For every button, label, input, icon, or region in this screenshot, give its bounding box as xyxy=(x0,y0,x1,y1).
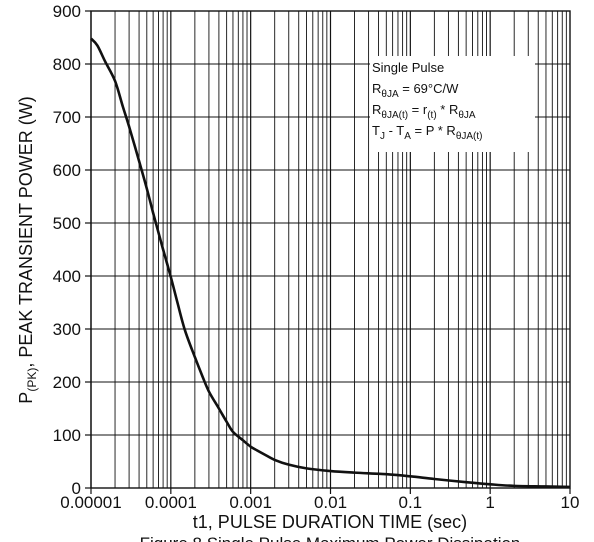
series-line xyxy=(90,37,571,489)
y-tick-label: 300 xyxy=(53,320,81,339)
x-tick-label: 0.01 xyxy=(314,493,347,512)
y-axis-title-prefix: P xyxy=(16,392,36,404)
x-tick-label: 1 xyxy=(485,493,494,512)
annotation-text: Single Pulse RθJA = 69°C/W RθJA(t) = r(t) … xyxy=(372,60,483,142)
x-tick-label: 0.00001 xyxy=(60,493,121,512)
annotation-segment: * R xyxy=(437,102,459,117)
annotation-subscript: θJA(t) xyxy=(456,131,483,142)
y-tick-label: 600 xyxy=(53,161,81,180)
y-axis-title-rest: , PEAK TRANSIENT POWER (W) xyxy=(16,96,36,367)
y-tick-label: 200 xyxy=(53,373,81,392)
x-axis-ticks: 0.00001 0.0001 0.001 0.01 0.1 1 10 xyxy=(60,488,579,512)
y-tick-label: 100 xyxy=(53,426,81,445)
figure-caption: Figure 8.Single Pulse Maximum Power Diss… xyxy=(140,534,521,542)
y-tick-label: 500 xyxy=(53,214,81,233)
x-tick-label: 10 xyxy=(561,493,580,512)
annotation-box: Single Pulse RθJA = 69°C/W RθJA(t) = r(t) … xyxy=(370,56,535,152)
annotation-segment: R xyxy=(372,81,381,96)
annotation-segment: - T xyxy=(385,123,404,138)
x-axis-title: t1, PULSE DURATION TIME (sec) xyxy=(193,512,467,532)
y-tick-label: 0 xyxy=(72,479,81,498)
annotation-segment: Single Pulse xyxy=(372,60,444,75)
annotation-subscript: (t) xyxy=(427,110,436,121)
x-tick-label: 0.001 xyxy=(229,493,272,512)
annotation-line: Single Pulse xyxy=(372,60,444,75)
annotation-line: TJ - TA = P * RθJA(t) xyxy=(372,123,483,142)
y-tick-label: 400 xyxy=(53,267,81,286)
annotation-segment: R xyxy=(372,102,381,117)
annotation-subscript: θJA xyxy=(381,89,399,100)
x-tick-label: 0.1 xyxy=(399,493,423,512)
annotation-segment: = r xyxy=(408,102,428,117)
annotation-segment: = 69°C/W xyxy=(399,81,459,96)
annotation-segment: = P * R xyxy=(411,123,456,138)
y-tick-label: 700 xyxy=(53,108,81,127)
annotation-segment: T xyxy=(372,123,380,138)
annotation-subscript: θJA(t) xyxy=(381,110,408,121)
y-axis-ticks: 0 100 200 300 400 500 600 700 800 900 xyxy=(53,2,91,498)
y-axis-title: P(PK), PEAK TRANSIENT POWER (W) xyxy=(16,96,39,403)
annotation-subscript: A xyxy=(404,131,411,142)
annotation-subscript: θJA xyxy=(458,110,476,121)
x-tick-label: 0.0001 xyxy=(145,493,197,512)
annotation-line: RθJA = 69°C/W xyxy=(372,81,459,100)
y-tick-label: 900 xyxy=(53,2,81,21)
annotation-subscript: J xyxy=(380,131,385,142)
y-axis-title-sub: (PK) xyxy=(25,368,39,392)
annotation-line: RθJA(t) = r(t) * RθJA xyxy=(372,102,476,121)
y-tick-label: 800 xyxy=(53,55,81,74)
